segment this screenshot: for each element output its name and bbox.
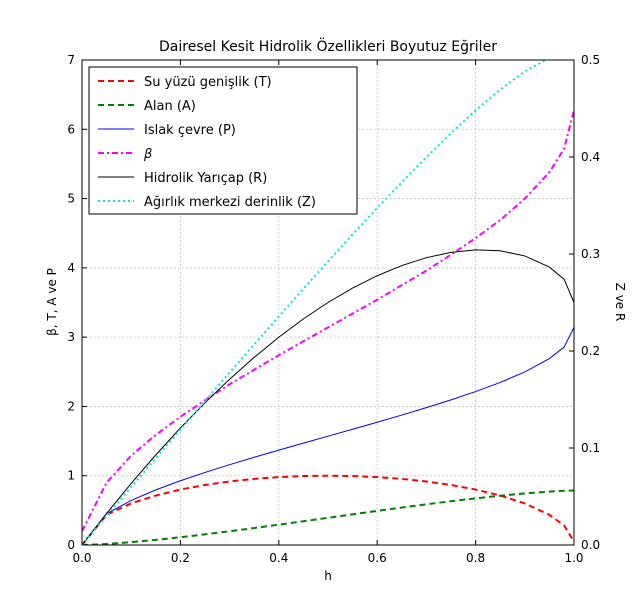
- y-axis-label-right: Z ve R: [613, 283, 627, 322]
- x-tick-label: 0.0: [72, 551, 91, 565]
- y-left-tick-label: 5: [67, 192, 75, 206]
- y-right-tick-label: 0.1: [581, 441, 600, 455]
- legend-label-a-rl-k-merkezi-derinlik-z: Ağırlık merkezi derinlik (Z): [144, 195, 316, 210]
- y-left-tick-label: 4: [67, 261, 75, 275]
- x-tick-label: 0.6: [368, 551, 387, 565]
- legend: Su yüzü genişlik (T) Alan (A) Islak çevre …: [88, 66, 358, 215]
- legend-label-beta: β: [143, 147, 152, 162]
- y-right-tick-label: 0.0: [581, 538, 600, 552]
- series-line-su-y-z-geni-lik-t: [82, 474, 574, 545]
- y-axis-label-left: β, T, A ve P: [45, 268, 59, 336]
- y-left-tick-label: 7: [67, 53, 75, 67]
- legend-label-alan-a: Alan (A): [144, 99, 196, 114]
- legend-box: [88, 66, 358, 215]
- ticks: 0.0 0.2 0.4 0.6 0.8 1.0 0 1 2 3 4 5 6 7 0.0 0.1 0.2 0.3 0.…: [67, 53, 600, 565]
- x-tick-label: 0.4: [269, 551, 288, 565]
- plot-frame: [81, 59, 575, 546]
- series-line-islak-evre-p: [82, 327, 574, 545]
- x-tick-label: 0.2: [171, 551, 190, 565]
- legend-label-islak-evre-p: Islak çevre (P): [144, 123, 236, 138]
- series-line-beta: [82, 109, 574, 532]
- legend-label-hidrolik-yar-ap-r: Hidrolik Yarıçap (R): [144, 171, 267, 186]
- y-right-tick-label: 0.2: [581, 344, 600, 358]
- y-left-tick-label: 6: [67, 122, 75, 136]
- y-left-tick-label: 3: [67, 330, 75, 344]
- plot-series: [82, 60, 574, 545]
- y-right-tick-label: 0.3: [581, 247, 600, 261]
- x-tick-label: 0.8: [466, 551, 485, 565]
- y-left-tick-label: 0: [67, 538, 75, 552]
- x-axis-label: h: [324, 569, 332, 583]
- y-left-tick-label: 2: [67, 399, 75, 413]
- x-tick-label: 1.0: [564, 551, 583, 565]
- legend-label-su-y-z-geni-lik-t: Su yüzü genişlik (T): [144, 75, 272, 90]
- y-right-tick-label: 0.5: [581, 53, 600, 67]
- y-right-tick-label: 0.4: [581, 150, 600, 164]
- chart-title: Dairesel Kesit Hidrolik Özellikleri Boyu…: [159, 37, 497, 55]
- series-line-hidrolik-yar-ap-r: [82, 249, 574, 545]
- series-line-alan-a: [82, 489, 574, 545]
- y-left-tick-label: 1: [67, 469, 75, 483]
